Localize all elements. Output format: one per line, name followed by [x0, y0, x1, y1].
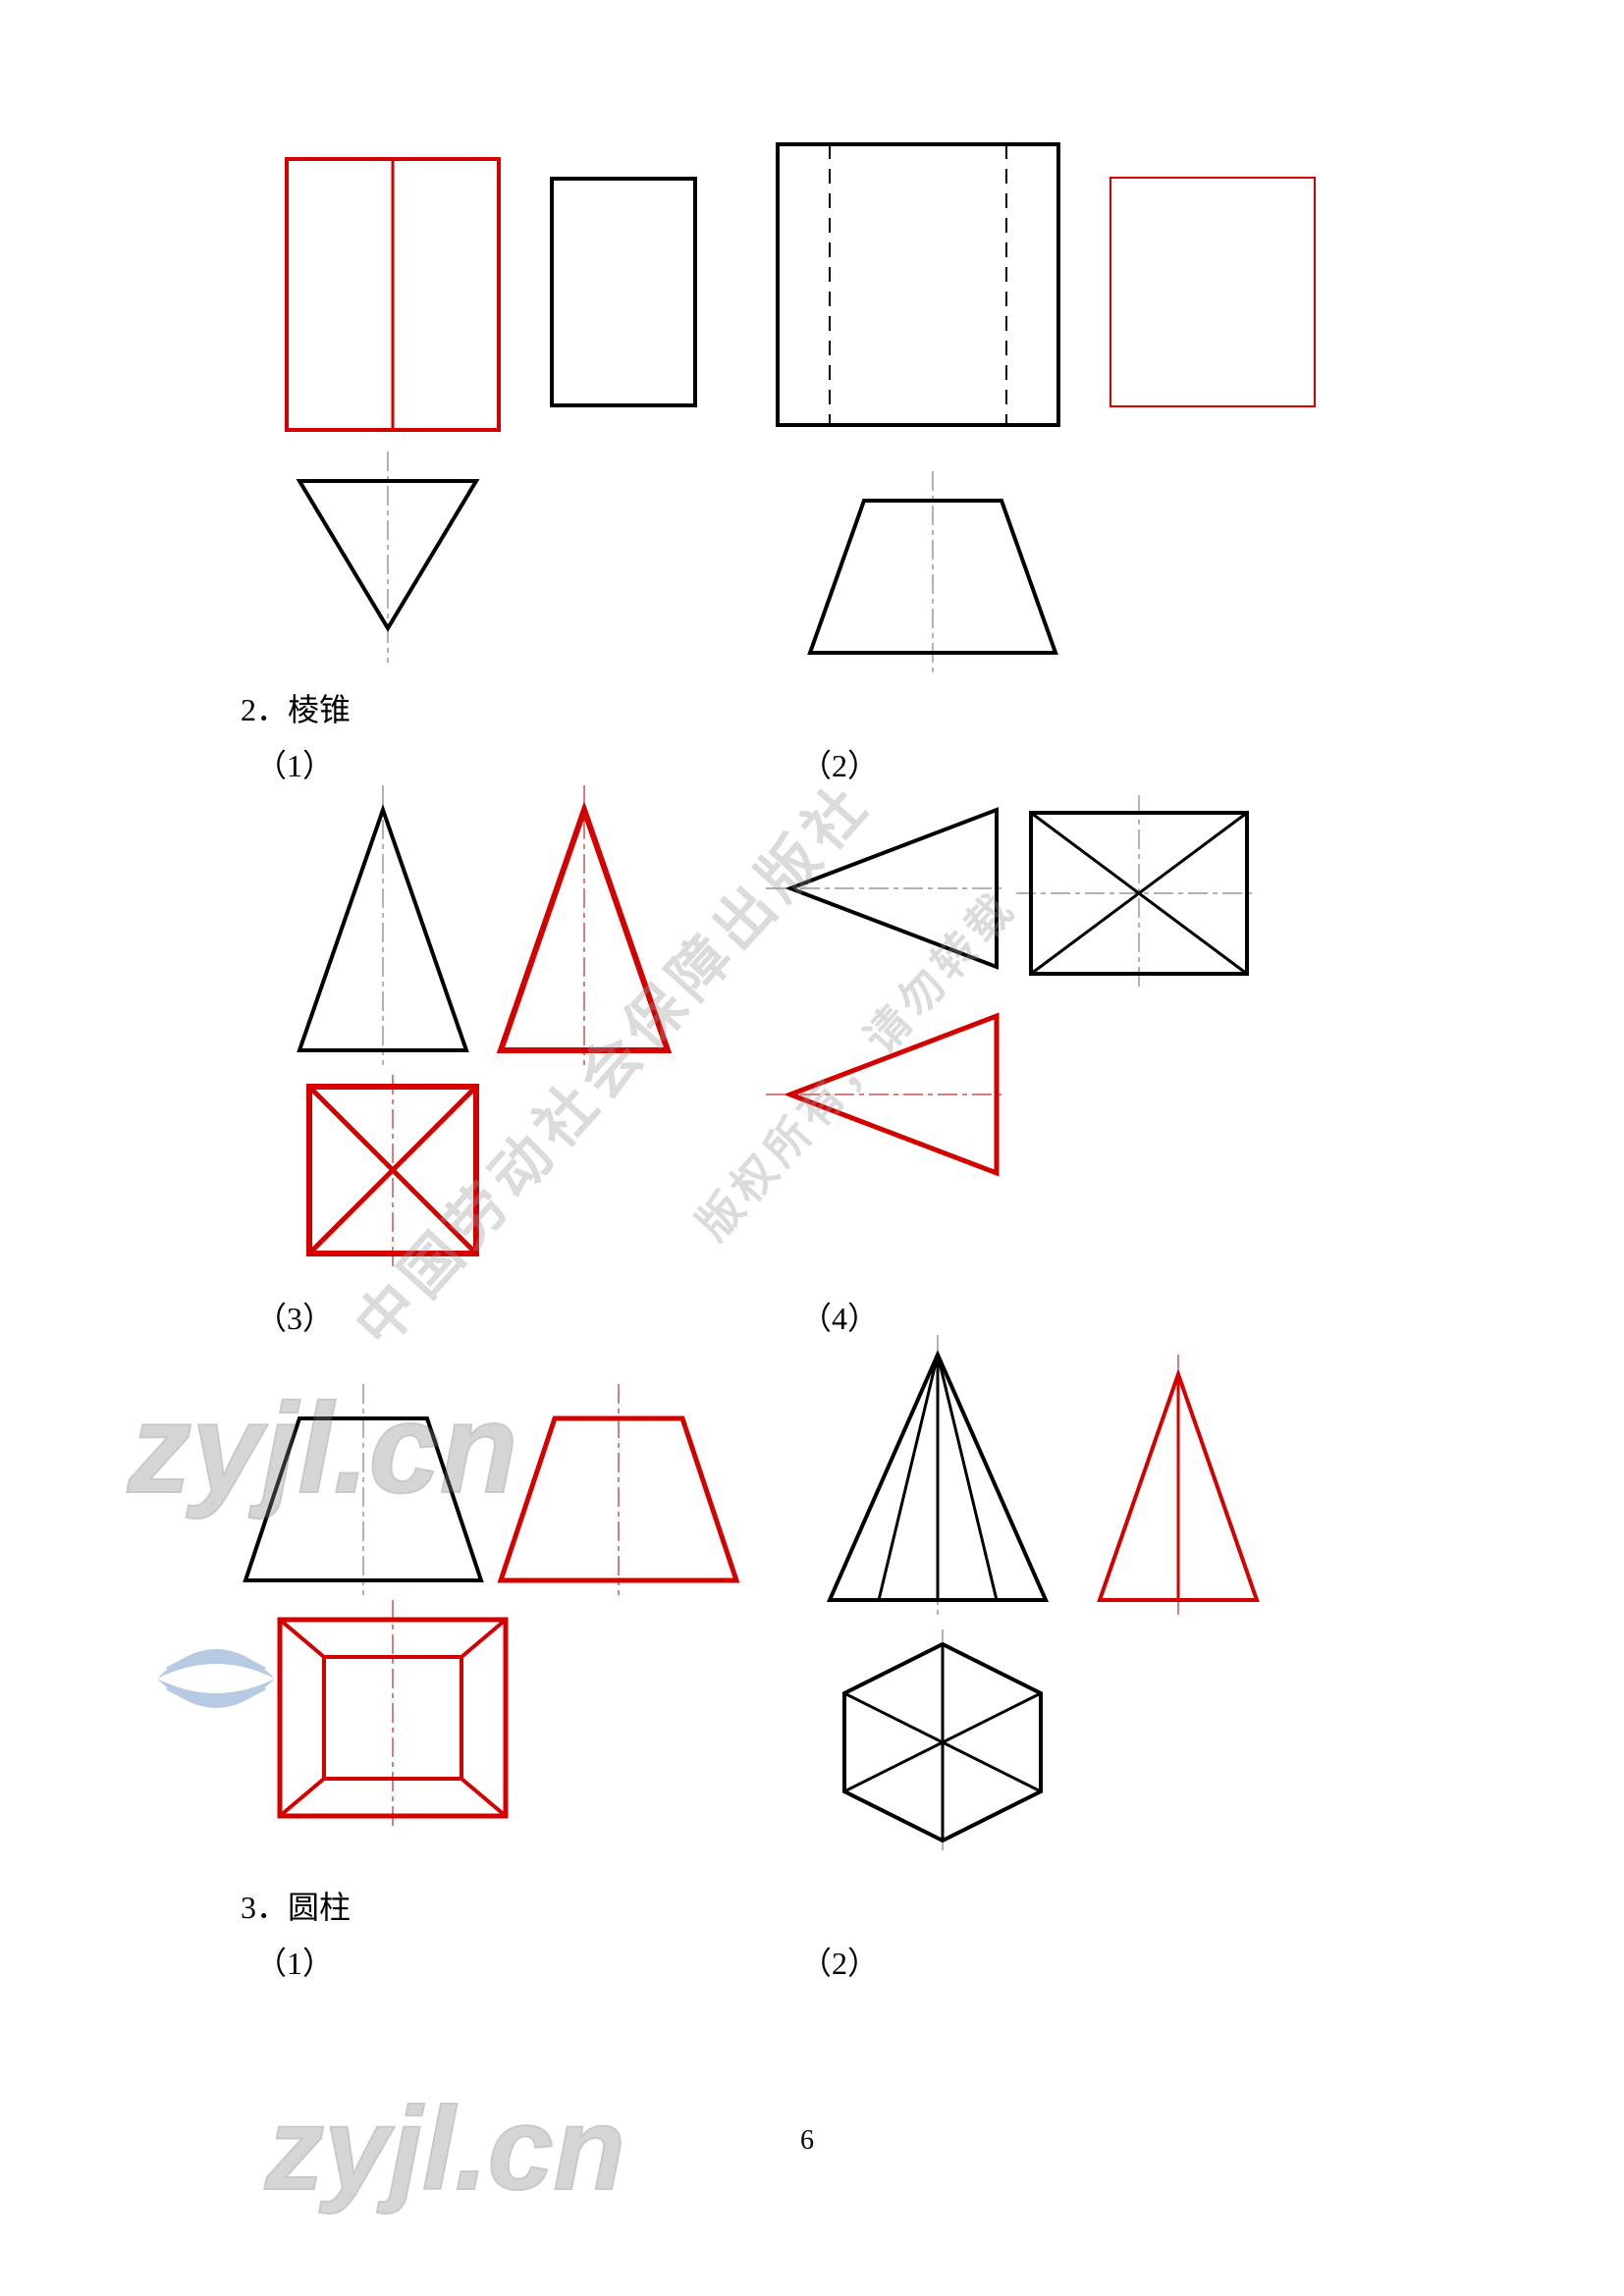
s2-3-frustum-top-red [265, 1600, 520, 1836]
row1-fig1-rect-red-split [285, 157, 501, 432]
s2-1-square-x-red [299, 1075, 486, 1271]
s2-3-trap-black [236, 1384, 491, 1600]
s2-2-rect-x-black [1016, 795, 1262, 991]
page-number: 6 [800, 2125, 814, 2157]
s2-1-tri-black [285, 785, 481, 1070]
s2-4-hexagon-black [825, 1629, 1060, 1855]
row1-fig3-rect-dashed [776, 142, 1060, 427]
watermark-zyjl-2: zyjl.cn [265, 2081, 625, 2216]
section2-item4: （4） [800, 1294, 879, 1339]
section2-item1: （1） [255, 741, 334, 786]
s2-2-tri-left-red [766, 1006, 1011, 1183]
s2-1-tri-red [486, 785, 682, 1070]
section3-item2: （2） [800, 1939, 879, 1984]
row1-fig5-tri-down [285, 452, 491, 667]
s2-4-tri-red [1085, 1355, 1272, 1620]
row1-fig4-rect-red [1110, 177, 1316, 407]
section2-item3: （3） [255, 1294, 334, 1339]
section2-label: 2．棱锥 [241, 685, 351, 730]
s2-3-trap-red [491, 1384, 746, 1600]
section3-label: 3．圆柱 [241, 1883, 351, 1928]
s2-2-tri-left-black [766, 800, 1011, 977]
row1-fig2-rect-black [550, 177, 697, 407]
section3-item1: （1） [255, 1939, 334, 1984]
row1-fig6-trapezoid [795, 471, 1070, 677]
section2-item2: （2） [800, 741, 879, 786]
s2-4-hexpyramid-black [815, 1335, 1060, 1620]
